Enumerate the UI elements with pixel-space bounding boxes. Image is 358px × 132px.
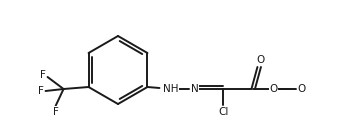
Text: O: O — [269, 84, 277, 94]
Text: O: O — [257, 55, 265, 65]
Text: Cl: Cl — [218, 107, 229, 117]
Text: NH: NH — [163, 84, 178, 94]
Text: F: F — [38, 86, 43, 96]
Text: O: O — [297, 84, 306, 94]
Text: F: F — [53, 107, 58, 117]
Text: O: O — [269, 84, 277, 94]
Text: N: N — [190, 84, 198, 94]
Text: F: F — [40, 70, 45, 80]
